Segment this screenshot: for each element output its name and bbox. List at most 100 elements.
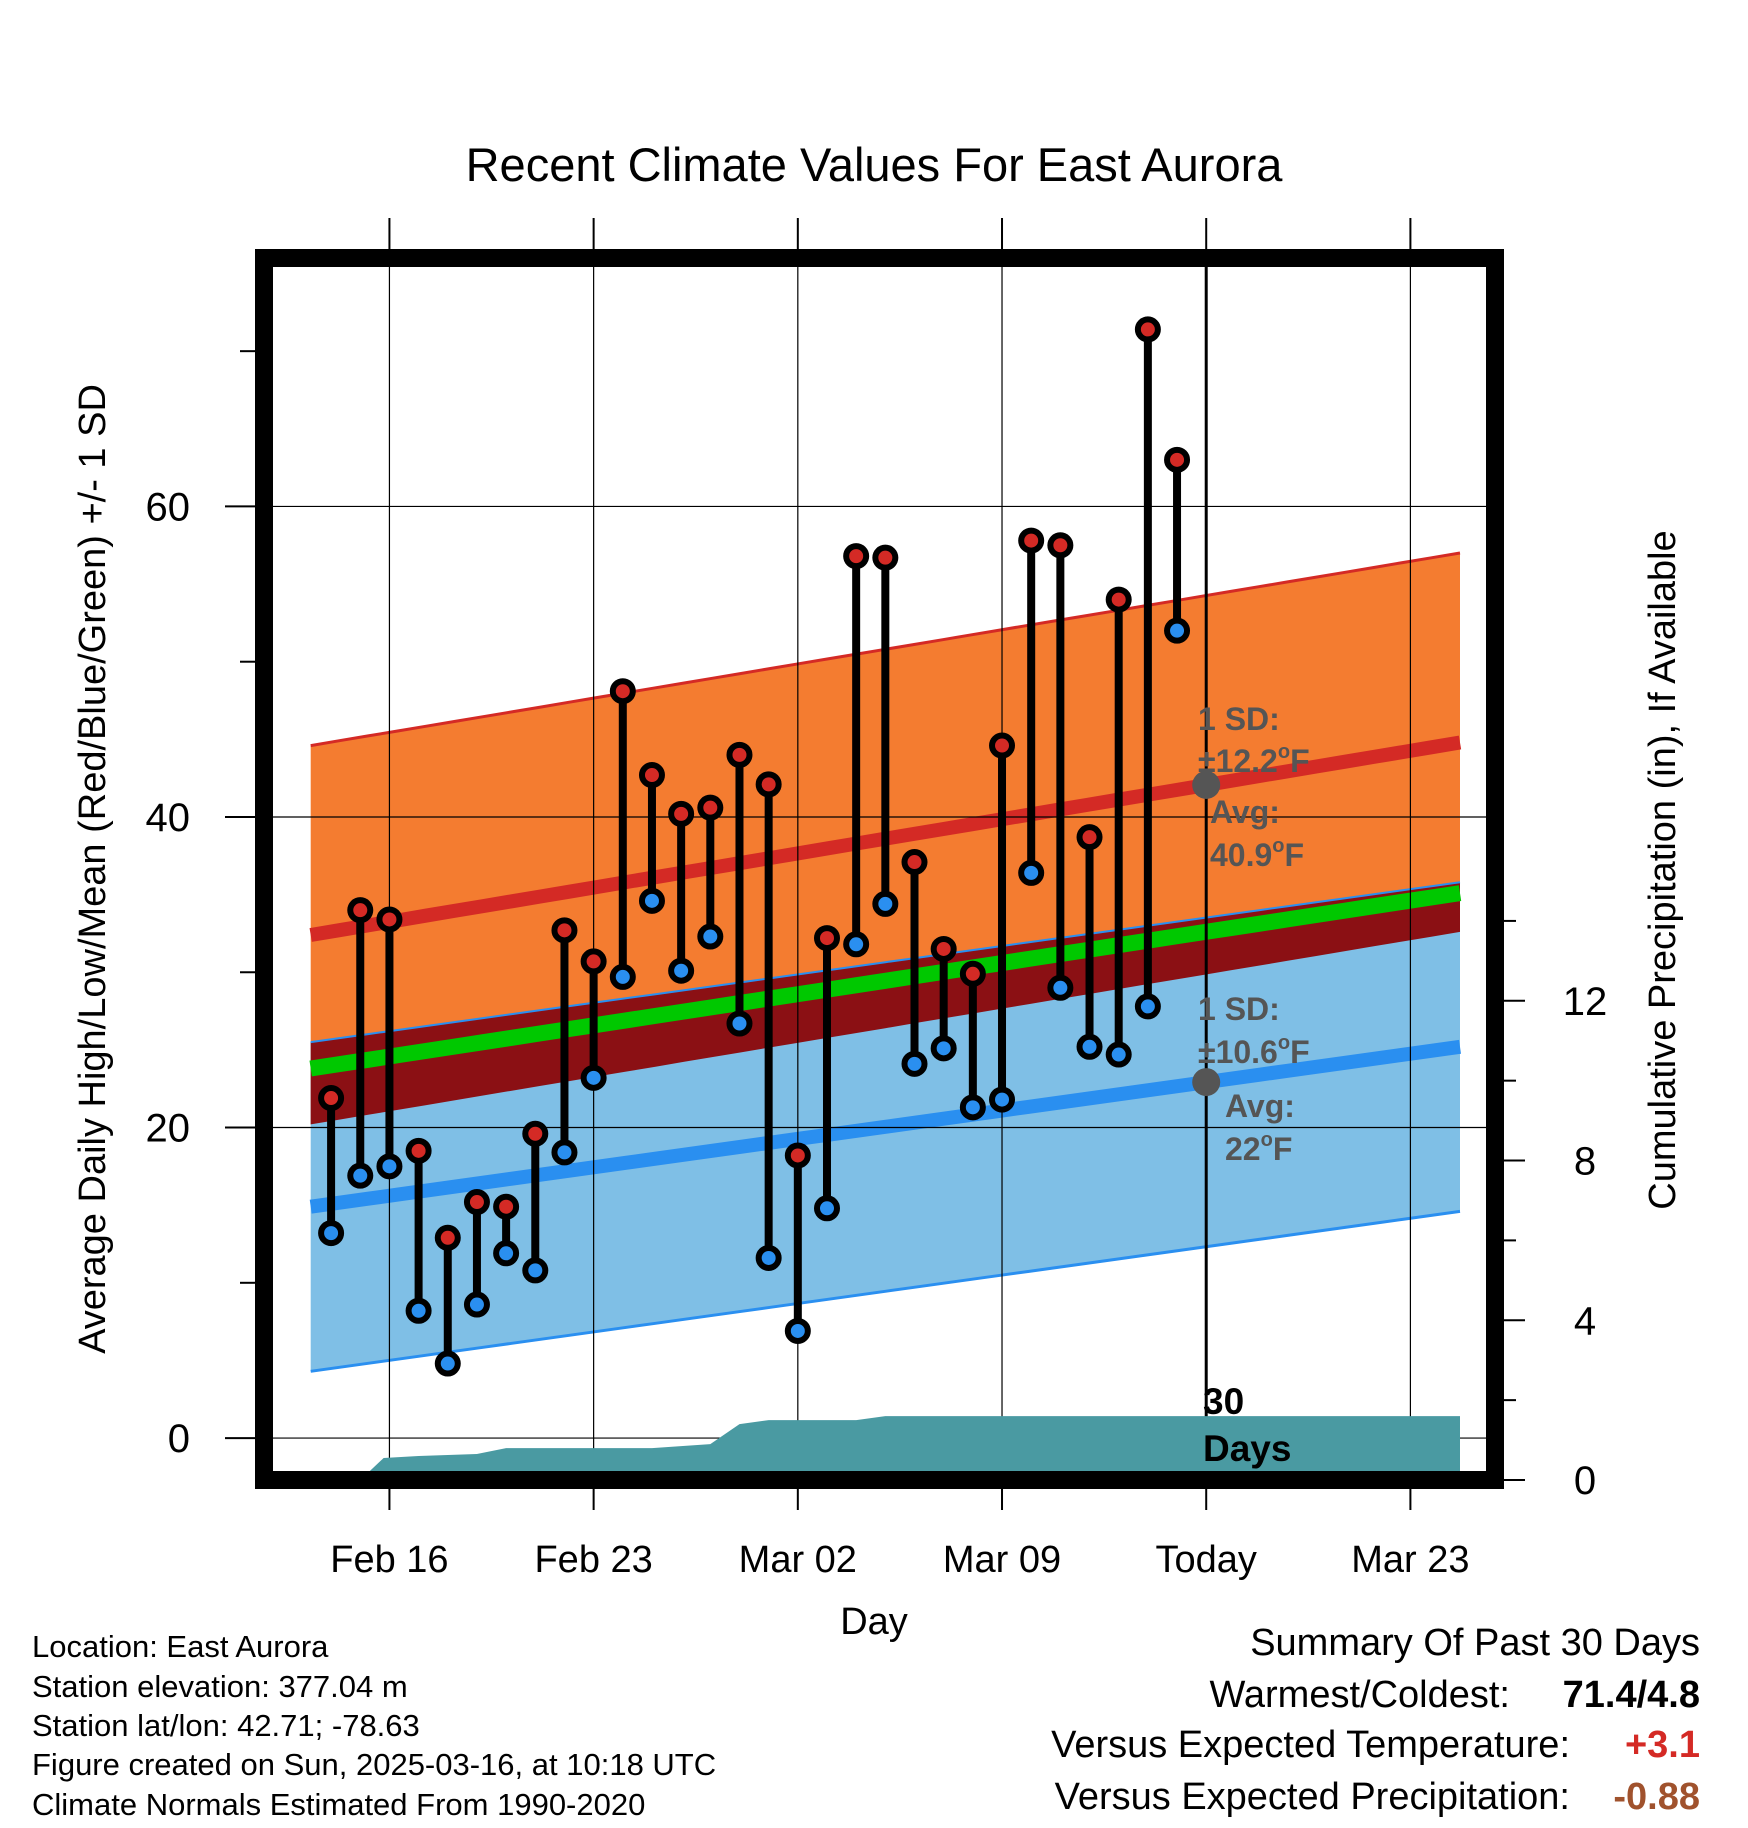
daily-low-point: [522, 1257, 549, 1284]
daily-low-point: [376, 1153, 403, 1180]
y2-tick-label: 8: [1574, 1140, 1596, 1184]
footer-normals: Climate Normals Estimated From 1990-2020: [32, 1787, 646, 1822]
daily-high-point: [318, 1085, 345, 1112]
daily-low-point: [784, 1317, 811, 1344]
summary-title: Summary Of Past 30 Days: [1250, 1622, 1700, 1664]
daily-low-point: [726, 1010, 753, 1037]
daily-high-point: [609, 678, 636, 705]
daily-low-point: [930, 1035, 957, 1062]
high-sd-value: ±12.2oF: [1198, 741, 1310, 779]
daily-low-point: [551, 1139, 578, 1166]
daily-low-point: [493, 1240, 520, 1267]
daily-high-point: [463, 1189, 490, 1216]
x-tick-label: Today: [1156, 1539, 1257, 1581]
daily-low-point: [755, 1244, 782, 1271]
daily-high-point: [493, 1193, 520, 1220]
daily-high-point: [755, 771, 782, 798]
daily-low-point: [813, 1195, 840, 1222]
footer-created: Figure created on Sun, 2025-03-16, at 10…: [32, 1747, 717, 1782]
daily-high-point: [1164, 446, 1191, 473]
summary-temp-label: Versus Expected Temperature:: [1051, 1724, 1570, 1766]
daily-high-point: [959, 960, 986, 987]
summary-temp-row: Versus Expected Temperature: +3.1: [1051, 1724, 1700, 1767]
y2-axis-title: Cumulative Precipitation (in), If Availa…: [1642, 530, 1684, 1209]
high-avg-value: 40.9oF: [1210, 835, 1304, 873]
daily-high-point: [1105, 586, 1132, 613]
window-label-count: 30: [1203, 1381, 1244, 1422]
daily-high-point: [1134, 316, 1161, 343]
daily-low-point: [1018, 859, 1045, 886]
window-label-unit: Days: [1203, 1428, 1291, 1469]
low-sd-upper-line: [310, 881, 1461, 1044]
avg-mean-line: [309, 885, 1462, 1077]
daily-low-point: [580, 1064, 607, 1091]
x-tick-label: Feb 16: [330, 1539, 448, 1581]
y2-tick-label: 12: [1563, 980, 1608, 1024]
y-tick-label: 60: [146, 485, 191, 529]
daily-low-point: [959, 1094, 986, 1121]
daily-high-point: [668, 800, 695, 827]
daily-low-point: [668, 957, 695, 984]
x-tick-label: Mar 23: [1351, 1539, 1469, 1581]
high-avg-label: Avg:: [1210, 794, 1280, 830]
low-avg-value: 22oF: [1225, 1129, 1292, 1167]
daily-low-point: [347, 1162, 374, 1189]
daily-high-point: [697, 794, 724, 821]
x-tick-label: Mar 09: [943, 1539, 1061, 1581]
footer-latlon: Station lat/lon: 42.71; -78.63: [32, 1708, 420, 1743]
daily-low-point: [697, 923, 724, 950]
summary-precip-row: Versus Expected Precipitation: -0.88: [1055, 1776, 1700, 1819]
x-axis-title: Day: [840, 1601, 908, 1643]
today-low-marker: [1192, 1068, 1221, 1097]
daily-high-point: [813, 925, 840, 952]
daily-high-point: [901, 849, 928, 876]
daily-low-point: [843, 931, 870, 958]
daily-high-point: [930, 935, 957, 962]
daily-high-point: [347, 897, 374, 924]
daily-high-point: [638, 762, 665, 789]
low-sd-value: ±10.6oF: [1198, 1032, 1310, 1070]
daily-high-point: [376, 906, 403, 933]
footer-location: Location: East Aurora: [32, 1629, 329, 1664]
summary-warmest-value: 71.4/4.8: [1562, 1674, 1700, 1716]
daily-high-point: [405, 1137, 432, 1164]
daily-low-point: [1105, 1041, 1132, 1068]
summary-warmest-label: Warmest/Coldest:: [1209, 1674, 1510, 1716]
daily-low-point: [405, 1297, 432, 1324]
low-avg-label: Avg:: [1225, 1088, 1295, 1124]
daily-high-point: [784, 1142, 811, 1169]
low-sd-label: 1 SD:: [1198, 991, 1280, 1027]
y2-tick-label: 0: [1574, 1459, 1596, 1503]
daily-high-point: [551, 917, 578, 944]
y-tick-label: 0: [168, 1417, 190, 1461]
daily-high-point: [843, 543, 870, 570]
precip-area: [331, 1416, 1461, 1480]
summary-precip-label: Versus Expected Precipitation:: [1054, 1776, 1570, 1818]
x-tick-label: Feb 23: [534, 1539, 652, 1581]
daily-high-point: [1047, 532, 1074, 559]
chart-title: Recent Climate Values For East Aurora: [466, 138, 1284, 191]
summary-warmest-row: Warmest/Coldest: 71.4/4.8: [1209, 1674, 1700, 1717]
daily-low-point: [609, 963, 636, 990]
daily-low-point: [1047, 974, 1074, 1001]
daily-low-point: [463, 1291, 490, 1318]
low-sd-lower-line: [310, 1209, 1461, 1373]
daily-high-point: [726, 741, 753, 768]
daily-high-point: [1076, 824, 1103, 851]
summary-temp-value: +3.1: [1624, 1724, 1700, 1766]
plot-frame: [255, 249, 1504, 1489]
daily-low-point: [638, 887, 665, 914]
daily-high-point: [872, 544, 899, 571]
footer-elevation: Station elevation: 377.04 m: [32, 1669, 408, 1704]
daily-low-point: [872, 890, 899, 917]
daily-low-point: [1164, 617, 1191, 644]
y-tick-label: 20: [146, 1107, 191, 1151]
daily-high-point: [434, 1224, 461, 1251]
daily-low-point: [434, 1350, 461, 1377]
daily-high-point: [989, 732, 1016, 759]
daily-low-point: [318, 1220, 345, 1247]
daily-high-point: [522, 1120, 549, 1147]
daily-low-point: [1076, 1033, 1103, 1060]
avg-low-line: [309, 1039, 1461, 1214]
daily-low-point: [1134, 993, 1161, 1020]
